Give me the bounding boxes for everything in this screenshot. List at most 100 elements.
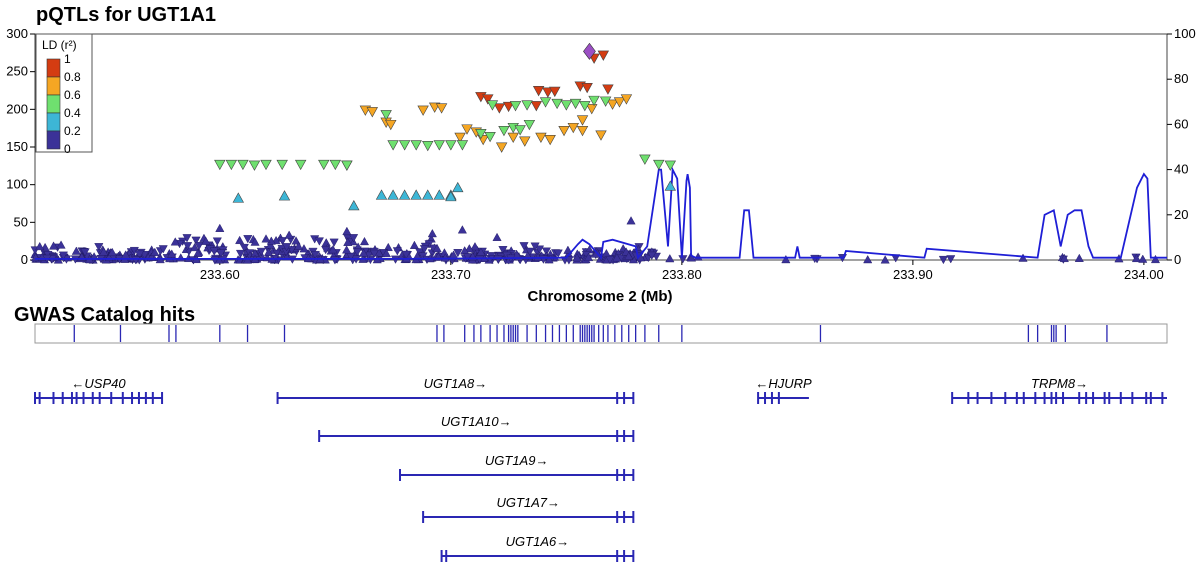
ld-0-point: [49, 241, 59, 250]
ld-0-point: [572, 253, 582, 262]
ld-0-point: [167, 249, 177, 258]
snp-point: [549, 86, 561, 98]
y-tick-label: 200: [6, 101, 28, 116]
ld-0-point: [1018, 253, 1028, 262]
y2-tick-label: 60: [1174, 116, 1188, 131]
ld-0-point: [453, 249, 463, 258]
ld-0-point: [328, 245, 338, 254]
ld-0-point: [56, 240, 66, 249]
snp-point: [366, 107, 378, 118]
ld-0-point: [564, 256, 574, 265]
ld-0-point: [626, 216, 636, 225]
ld-0-point: [492, 232, 502, 241]
ld-0-point: [194, 242, 204, 251]
ld-group-0.2-0.4: [232, 180, 677, 211]
snp-point: [398, 140, 411, 151]
snp-point: [639, 154, 651, 165]
ld-0-point: [212, 237, 222, 246]
gene-label: UGT1A10→: [441, 414, 512, 429]
snp-point: [558, 125, 570, 137]
ld-0-point: [183, 242, 193, 251]
ld-group-0.8-1: [475, 50, 614, 114]
snp-point: [664, 160, 677, 171]
ld-0-point: [612, 253, 622, 262]
ld-0-point: [946, 255, 956, 264]
snp-point: [461, 124, 473, 135]
snp-point: [519, 136, 531, 147]
ld-0-point: [880, 255, 890, 264]
ld-0-point: [432, 243, 442, 253]
ld-0-point: [170, 237, 180, 246]
snp-point: [530, 101, 543, 112]
snp-point: [498, 125, 510, 137]
ld-0-point: [359, 236, 370, 246]
ld-0-point: [409, 240, 419, 249]
ld-0-point: [209, 247, 219, 256]
gene-label: UGT1A8→: [424, 376, 488, 391]
y2-tick-label: 0: [1174, 252, 1181, 267]
snp-point: [380, 110, 392, 121]
snp-point: [602, 84, 614, 95]
gene-label: TRPM8→: [1031, 376, 1088, 391]
snp-point: [276, 159, 288, 171]
ld-0-point: [463, 253, 473, 262]
snp-point: [495, 142, 508, 153]
snp-point: [410, 140, 422, 151]
x-tick-label: 233.60: [200, 267, 240, 282]
chart-title: pQTLs for UGT1A1: [36, 4, 216, 26]
ld-0-point: [419, 245, 429, 254]
x-tick-label: 233.90: [893, 267, 933, 282]
snp-point: [581, 83, 593, 94]
ld-0-point: [530, 242, 540, 251]
ld-0-point: [781, 254, 791, 264]
ld-0-point: [190, 242, 200, 252]
ld-0-point: [1138, 254, 1148, 263]
snp-point: [486, 100, 499, 111]
ld-0-point: [352, 248, 362, 257]
snp-point: [544, 135, 556, 146]
snp-point: [532, 86, 545, 97]
y-tick-label: 0: [21, 252, 28, 267]
gene-label: ←USP40: [71, 376, 126, 391]
snp-point: [606, 99, 619, 110]
ld-0-point: [261, 234, 271, 243]
ld-0-point: [464, 244, 474, 253]
snp-point: [595, 130, 607, 141]
snp-point: [653, 159, 665, 171]
ld-0-point: [541, 247, 551, 256]
y-tick-label: 50: [14, 214, 28, 229]
legend-label: 1: [64, 52, 71, 66]
ld-0-point: [235, 235, 245, 244]
ld-0-point: [665, 254, 675, 263]
ld-0-point: [624, 251, 634, 260]
ld-0-point: [525, 247, 535, 256]
snp-point: [387, 189, 399, 200]
ld-0-point: [321, 246, 331, 255]
snp-point: [597, 50, 610, 61]
ld-0-point: [1059, 253, 1069, 262]
ld-0-point: [369, 249, 379, 259]
legend-swatch: [46, 94, 61, 114]
snp-point: [613, 97, 626, 108]
snp-point: [579, 101, 591, 112]
legend-swatch: [46, 58, 61, 78]
gene-label: UGT1A9→: [485, 453, 549, 468]
snp-point: [237, 159, 249, 171]
ld-0-point: [256, 247, 266, 257]
x-axis-title: Chromosome 2 (Mb): [527, 288, 672, 305]
ld-0-point: [243, 235, 253, 244]
gene-label: UGT1A7→: [496, 495, 560, 510]
y2-tick-label: 20: [1174, 207, 1188, 222]
snp-point: [576, 125, 589, 137]
snp-point: [599, 96, 612, 107]
legend-swatch: [46, 76, 61, 96]
ld-0-point: [314, 237, 324, 246]
ld-0-point: [1131, 253, 1141, 263]
ld-0-point: [1150, 254, 1161, 264]
ld-0-point: [291, 236, 301, 245]
y-tick-label: 250: [6, 64, 28, 79]
ld-0-point: [863, 255, 873, 264]
snp-point: [475, 128, 487, 140]
snp-point: [454, 132, 466, 144]
